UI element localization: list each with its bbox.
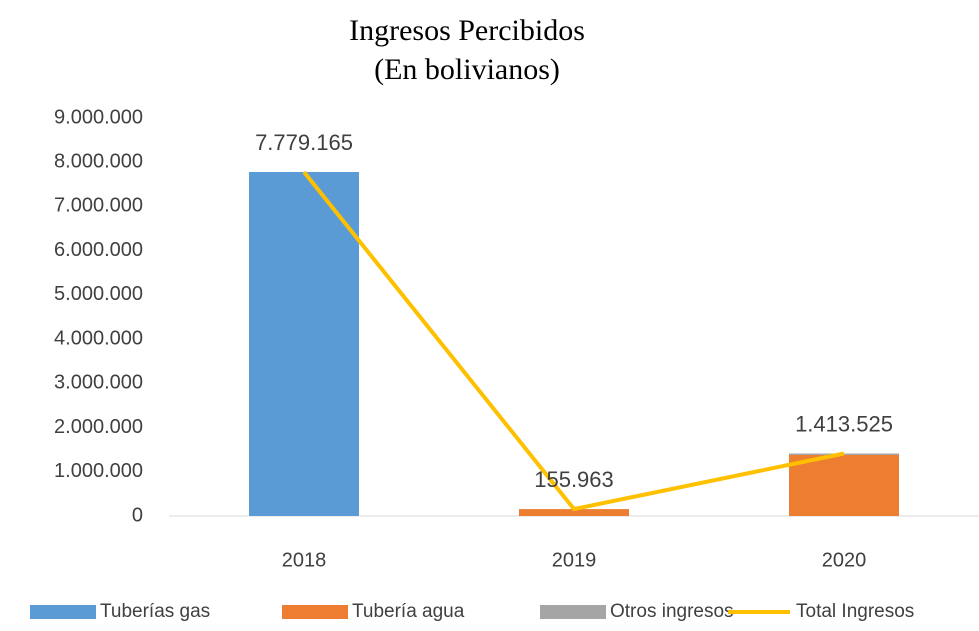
legend-label: Tuberías gas: [100, 601, 210, 622]
legend-label: Otros ingresos: [610, 601, 734, 622]
data-label: 7.779.165: [255, 130, 353, 155]
data-label: 155.963: [534, 467, 614, 492]
legend-label: Total Ingresos: [796, 601, 914, 622]
x-tick-label: 2020: [822, 549, 867, 571]
y-tick-label: 8.000.000: [54, 151, 143, 173]
chart-title: Ingresos Percibidos: [349, 14, 585, 47]
y-tick-label: 6.000.000: [54, 239, 143, 261]
x-tick-label: 2019: [552, 549, 597, 571]
legend-swatch: [30, 605, 96, 619]
y-tick-label: 1.000.000: [54, 460, 143, 482]
y-tick-label: 2.000.000: [54, 416, 143, 438]
y-tick-label: 9.000.000: [54, 106, 143, 128]
legend-swatch: [282, 605, 348, 619]
bar: [789, 454, 899, 516]
total-line: [302, 170, 845, 512]
y-tick-label: 5.000.000: [54, 283, 143, 305]
y-tick-label: 3.000.000: [54, 372, 143, 394]
data-label: 1.413.525: [795, 411, 893, 436]
bar: [249, 171, 359, 516]
legend-label: Tubería agua: [352, 601, 465, 622]
y-tick-label: 4.000.000: [54, 327, 143, 349]
x-tick-label: 2018: [282, 549, 327, 571]
y-tick-label: 7.000.000: [54, 195, 143, 217]
bar: [519, 509, 629, 516]
y-tick-label: 0: [132, 504, 143, 526]
legend-swatch: [540, 605, 606, 619]
chart-subtitle: (En bolivianos): [374, 53, 560, 86]
